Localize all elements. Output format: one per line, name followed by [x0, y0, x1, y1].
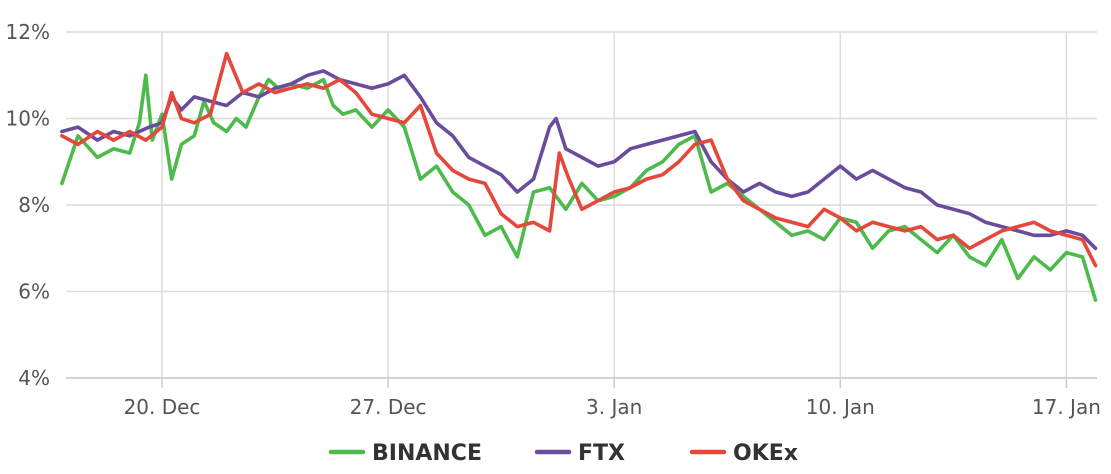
series-line-okex: [60, 51, 1098, 268]
x-tick-label: 27. Dec: [350, 395, 427, 419]
series-lines: [60, 51, 1098, 302]
legend-item-ftx[interactable]: FTX: [534, 441, 625, 466]
series-line-ftx: [60, 69, 1098, 251]
y-axis: 4% 6% 8% 10% 12%: [6, 20, 50, 390]
y-tick-label: 4%: [18, 366, 50, 390]
legend-label: BINANCE: [372, 441, 482, 466]
x-tick-label: 3. Jan: [586, 395, 642, 419]
x-tick-label: 17. Jan: [1032, 395, 1101, 419]
x-axis: 20. Dec 27. Dec 3. Jan 10. Jan 17. Jan: [124, 395, 1101, 419]
legend-label: FTX: [578, 441, 625, 466]
y-tick-label: 6%: [18, 280, 50, 304]
series-line-binance: [60, 73, 1098, 302]
x-tick-label: 10. Jan: [806, 395, 875, 419]
y-tick-label: 10%: [6, 107, 50, 131]
legend-item-okex[interactable]: OKEx: [689, 441, 798, 466]
y-tick-label: 12%: [6, 20, 50, 44]
x-tick-label: 20. Dec: [124, 395, 201, 419]
y-tick-label: 8%: [18, 193, 50, 217]
legend-item-binance[interactable]: BINANCE: [328, 441, 482, 466]
legend-label: OKEx: [733, 441, 798, 466]
legend: BINANCE FTX OKEx: [328, 441, 798, 466]
